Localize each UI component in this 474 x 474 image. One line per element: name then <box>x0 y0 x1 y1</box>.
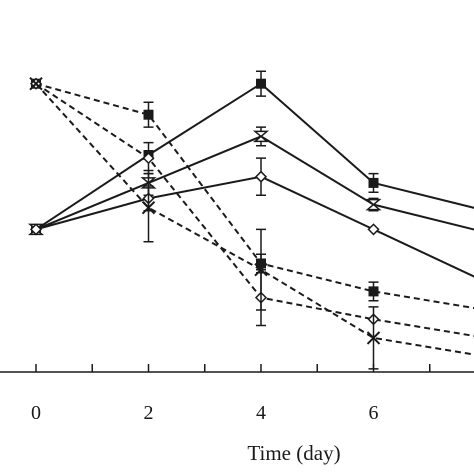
x-axis-title: Time (day) <box>247 441 340 465</box>
data-point <box>252 130 270 143</box>
data-point <box>366 331 381 345</box>
data-point <box>141 200 156 215</box>
data-point <box>142 152 155 165</box>
x-tick-label: 0 <box>31 402 41 424</box>
data-point <box>256 78 266 89</box>
series-line <box>35 82 474 231</box>
series-4 <box>31 78 474 310</box>
series-3 <box>29 157 474 278</box>
data-point <box>29 76 43 91</box>
x-axis-ticks <box>35 364 431 372</box>
x-tick-label: 2 <box>144 402 154 424</box>
series-line <box>35 83 474 356</box>
series-line <box>35 82 474 310</box>
data-point <box>365 198 382 211</box>
x-axis-tick-labels: 0 2 4 6 <box>31 402 379 424</box>
data-point <box>143 109 154 120</box>
data-point <box>367 223 380 236</box>
x-tick-label: 4 <box>256 402 266 424</box>
data-point <box>368 286 379 297</box>
data-point <box>368 177 379 188</box>
series-5 <box>29 77 474 337</box>
plot-area <box>27 70 474 370</box>
data-point <box>254 262 268 277</box>
series-6 <box>29 76 474 370</box>
data-point <box>29 223 43 236</box>
series-line <box>35 135 474 231</box>
series-2 <box>27 126 474 236</box>
data-point <box>254 170 268 183</box>
x-tick-label: 6 <box>369 402 379 424</box>
